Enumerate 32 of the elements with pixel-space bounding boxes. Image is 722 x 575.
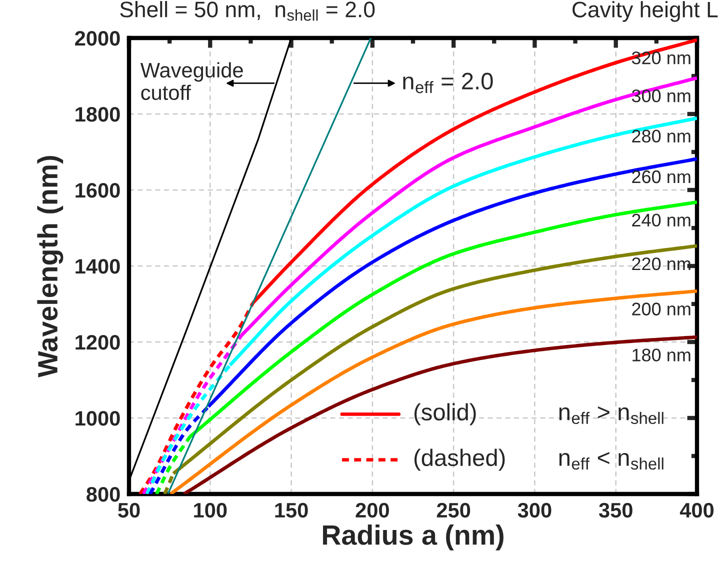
- annotation: (solid): [414, 403, 476, 426]
- y-tick-label: 2000: [75, 31, 120, 46]
- x-tick-label: 50: [118, 502, 140, 518]
- series-label: 180 nm: [632, 348, 690, 362]
- y-tick-label: 1200: [76, 335, 120, 350]
- series-label: 320 nm: [632, 51, 690, 64]
- series-label: 300 nm: [632, 89, 690, 102]
- annotation: n$_{eff}$ > n$_{shell}$: [559, 406, 664, 424]
- x-tick-label: 350: [598, 502, 632, 518]
- text: Cavity height L: [572, 1, 718, 22]
- x-tick-label: 200: [356, 502, 389, 518]
- x-tick-label: 150: [275, 502, 308, 518]
- series-label: 280 nm: [632, 130, 690, 143]
- y-axis-title: Wavelength (nm): [37, 156, 64, 378]
- chart-title: Shell = 50 nm, n$_{shell}$ = 2.0: [120, 1, 375, 21]
- y-tick-label: 1800: [76, 107, 120, 122]
- y-tick-label: 1600: [76, 183, 120, 198]
- y-tick-label: 800: [86, 487, 120, 502]
- series-label: 240 nm: [632, 214, 690, 227]
- annotation: (dashed): [414, 448, 505, 471]
- x-tick-label: 300: [518, 502, 552, 518]
- y-tick-label: 1000: [76, 411, 120, 426]
- annotation: n$_{eff}$ < n$_{shell}$: [559, 452, 664, 470]
- x-tick-label: 250: [436, 502, 470, 518]
- annotation: Waveguide cutoff: [140, 62, 243, 100]
- x-axis-title: Radius a (nm): [323, 524, 504, 550]
- y-tick-label: 1400: [76, 259, 120, 274]
- series-label: 200 nm: [632, 302, 690, 316]
- x-tick-label: 400: [680, 502, 714, 518]
- annotation: n$_{eff}$ = 2.0: [403, 72, 493, 94]
- x-tick-label: 100: [194, 502, 227, 518]
- series-label: 260 nm: [632, 170, 690, 184]
